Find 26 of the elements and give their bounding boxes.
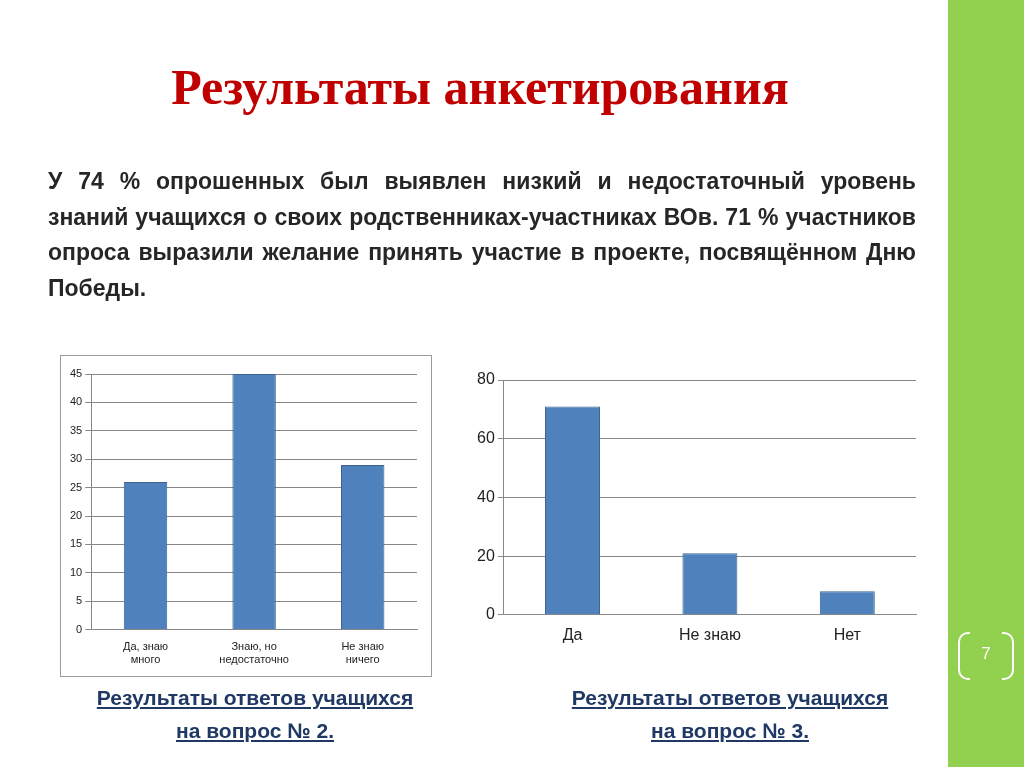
y-tick-label: 40	[69, 395, 83, 408]
y-tick-label: 45	[69, 367, 83, 380]
y-tick-label: 5	[76, 594, 83, 607]
y-tick-label: 10	[69, 565, 83, 578]
x-tick-label: Нет	[833, 625, 862, 643]
y-tick-label: 20	[477, 546, 495, 564]
y-tick-label: 0	[76, 622, 83, 635]
text: Результаты ответов учащихся на вопрос № 3.	[570, 685, 890, 744]
y-tick-label: 80	[477, 370, 495, 388]
text: 7	[980, 644, 992, 664]
x-tick-label: Да	[562, 625, 583, 643]
y-tick-label: 30	[69, 452, 83, 465]
x-tick-label: Не знаю	[678, 625, 741, 643]
y-tick-label: 0	[485, 605, 495, 623]
x-tick-label: Знаю, но недостаточно	[219, 640, 289, 666]
y-tick-label: 25	[69, 480, 83, 493]
x-tick-label: Не знаю ничего	[341, 640, 385, 666]
y-tick-label: 15	[69, 537, 83, 550]
y-tick-label: 60	[477, 429, 495, 447]
y-tick-label: 40	[477, 487, 495, 505]
y-tick-label: 35	[69, 423, 83, 436]
x-tick-label: Да, знаю много	[122, 640, 169, 666]
text: У 74 % опрошенных был выявлен низкий и недостаточный уровень знаний учащихся о своих родственниках-участниках ВОв. 71 % участников опроса выразили желание принять участие в проекте, посвящённом Дню Победы.	[48, 167, 916, 303]
text: Результаты ответов учащихся на вопрос № 2.	[95, 685, 415, 744]
text: Результаты анкетирования	[170, 58, 790, 116]
y-tick-label: 20	[69, 509, 83, 522]
